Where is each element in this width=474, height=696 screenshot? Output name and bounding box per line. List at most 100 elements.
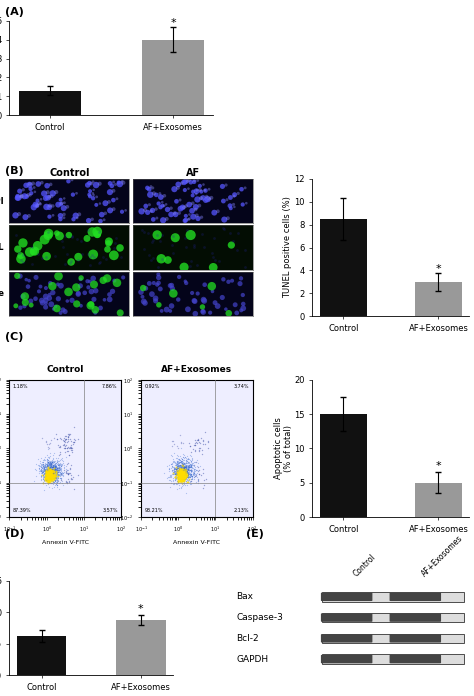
Point: [52, 466, 59, 477]
Point: [193, 467, 201, 478]
Point: [62, 435, 69, 446]
Point: [178, 469, 185, 480]
Point: [89, 193, 97, 204]
Point: [53, 434, 61, 445]
Point: [222, 303, 230, 315]
Point: [49, 461, 57, 473]
Point: [52, 452, 60, 464]
Point: [142, 283, 150, 294]
Point: [37, 470, 45, 482]
Point: [180, 464, 187, 475]
Point: [177, 468, 184, 480]
Point: [95, 227, 102, 238]
Point: [54, 475, 61, 487]
Point: [182, 242, 190, 253]
Point: [179, 468, 187, 479]
Point: [45, 226, 52, 237]
Point: [174, 457, 182, 468]
Point: [43, 468, 51, 479]
Point: [69, 438, 77, 450]
Point: [52, 470, 59, 482]
Point: [42, 470, 50, 481]
Point: [49, 468, 56, 479]
Point: [55, 293, 62, 304]
Point: [37, 193, 45, 205]
Point: [60, 440, 68, 451]
Point: [173, 464, 181, 475]
Point: [63, 464, 71, 475]
Point: [49, 468, 56, 480]
Point: [175, 456, 182, 467]
Point: [211, 297, 219, 308]
Point: [48, 466, 56, 477]
Point: [43, 468, 51, 480]
Point: [174, 470, 182, 482]
Point: [88, 286, 95, 297]
Point: [35, 462, 42, 473]
Point: [67, 256, 75, 267]
Point: [181, 464, 189, 475]
Point: [169, 468, 177, 479]
Point: [46, 461, 54, 472]
Point: [175, 462, 183, 473]
Point: [172, 472, 179, 483]
Point: [178, 470, 186, 481]
Point: [42, 472, 49, 483]
Point: [171, 473, 179, 484]
Point: [55, 469, 63, 480]
Point: [51, 472, 59, 483]
Point: [45, 473, 53, 484]
Point: [181, 464, 188, 475]
Point: [184, 472, 192, 483]
Point: [187, 461, 194, 472]
Point: [184, 461, 191, 473]
Point: [47, 466, 55, 477]
Point: [27, 189, 34, 200]
Point: [39, 459, 46, 470]
Point: [50, 460, 58, 471]
Point: [48, 468, 56, 479]
Point: [177, 470, 184, 481]
Point: [185, 461, 193, 472]
Point: [37, 473, 45, 484]
Point: [167, 478, 174, 489]
Point: [47, 467, 55, 478]
Point: [20, 249, 27, 260]
Point: [182, 466, 190, 477]
Point: [44, 461, 52, 472]
Text: GAPDH: GAPDH: [237, 654, 268, 663]
Point: [50, 463, 57, 474]
Point: [181, 465, 188, 476]
Point: [51, 468, 59, 480]
Point: [57, 454, 64, 466]
Point: [89, 176, 97, 187]
Point: [15, 209, 23, 220]
Point: [48, 475, 56, 487]
Point: [174, 472, 182, 483]
Point: [39, 469, 47, 480]
Point: [46, 470, 54, 482]
Point: [188, 461, 195, 472]
Point: [199, 306, 206, 317]
Point: [46, 471, 53, 482]
Point: [177, 463, 185, 474]
Point: [44, 468, 52, 479]
Point: [168, 436, 176, 447]
Point: [189, 190, 196, 201]
Point: [167, 209, 175, 220]
Point: [49, 478, 56, 489]
Point: [51, 459, 58, 470]
Point: [58, 466, 66, 477]
Point: [156, 283, 164, 294]
Point: [180, 473, 188, 484]
Point: [38, 459, 46, 470]
Point: [181, 464, 189, 475]
Point: [36, 460, 44, 471]
Point: [51, 474, 58, 485]
Point: [90, 249, 97, 260]
Point: [42, 251, 50, 262]
Point: [38, 469, 46, 480]
Point: [48, 470, 56, 482]
Point: [102, 253, 110, 264]
Point: [168, 461, 176, 472]
